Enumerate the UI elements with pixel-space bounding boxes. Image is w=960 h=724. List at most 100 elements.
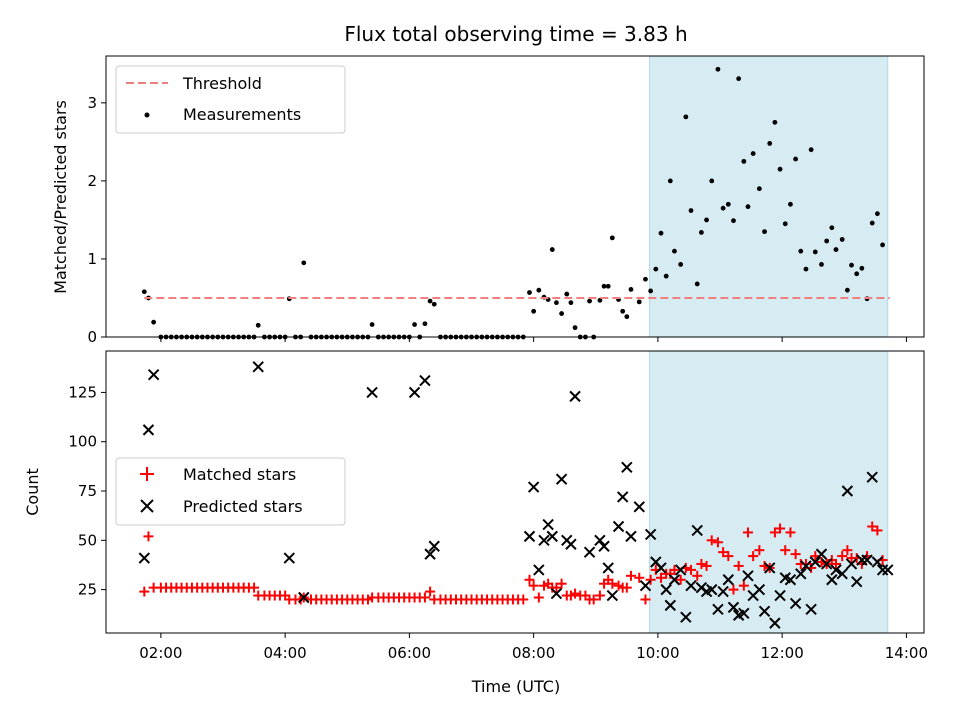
predicted-star-point [419,374,431,387]
predicted-star-point [538,534,550,547]
predicted-star-point [861,554,873,566]
matched-star-point [706,535,717,546]
measurement-point [527,290,532,295]
measurement-point [572,325,578,331]
legend-predicted-label: Predicted stars [183,497,303,516]
predicted-star-point [866,471,878,483]
legend-measurements-label: Measurements [183,105,301,124]
bottom-y-tick-label: 125 [68,383,97,401]
measurement-point [798,248,804,254]
measurement-point [667,178,673,184]
measurement-point [648,288,654,294]
measurement-point [672,248,677,254]
measurement-point [869,220,875,226]
matched-star-point [696,558,707,569]
predicted-star-point [784,574,797,586]
predicted-star-point [758,605,771,618]
legend-measurement-swatch [144,112,150,118]
measurement-point [412,322,417,327]
matched-star-point [769,527,780,538]
matched-star-point [748,551,759,562]
measurement-point [859,265,865,271]
predicted-star-point [841,485,854,497]
matched-star-point [780,545,791,556]
measurement-point [683,114,689,120]
measurement-point [141,289,147,295]
measurement-point [849,262,854,268]
measurement-point [750,151,756,156]
x-tick-label: 06:00 [388,644,431,662]
measurement-point [605,283,611,289]
predicted-star-point [283,552,295,564]
predicted-star-point [876,564,889,576]
predicted-star-point [527,481,540,493]
predicted-star-point [147,368,160,381]
measurement-point [678,262,684,267]
bottom-plot-frame [105,350,925,634]
predicted-star-point [542,518,554,531]
measurement-point [772,119,778,125]
matched-star-point [742,527,753,538]
measurement-point [628,286,634,292]
measurement-point [767,141,773,146]
bottom-y-tick-label: 25 [78,581,97,599]
matched-star-point [718,547,729,558]
legend-threshold-label: Threshold [182,74,262,93]
measurement-point [369,322,375,327]
bottom-highlight-span [649,350,889,634]
matched-star-point [645,574,656,585]
matched-star-point [621,582,632,593]
bottom-x-axis: 02:00 04:00 06:00 08:00 10:00 12:00 14:00 [139,633,928,662]
top-legend-box [115,65,346,134]
predicted-star-point [138,552,151,564]
matched-star-point [556,578,567,589]
matched-star-point [528,580,539,591]
predicted-star-point [774,589,786,602]
matched-star-point [143,531,154,542]
predicted-star-point [795,568,807,580]
matched-star-point [518,594,529,605]
bottom-y-tick-label: 50 [78,531,97,549]
predicted-star-point [742,570,754,582]
measurement-points [141,66,885,340]
measurement-point [736,76,742,82]
measurement-point [704,217,709,223]
legend-matched-swatch [140,467,154,481]
bottom-legend-box [115,457,346,526]
matched-star-point [692,570,703,581]
measurement-point [587,298,592,304]
measurement-point [741,158,747,164]
top-y-tick-label: 3 [87,94,97,112]
measurement-point [745,204,751,210]
matched-star-point [634,572,645,583]
predicted-star-point [583,546,596,558]
matched-star-point [842,545,853,556]
predicted-star-point [616,491,629,503]
matched-star-point [655,572,666,583]
predicted-star-point [712,603,724,616]
bottom-legend: Matched stars Predicted stars [115,457,346,526]
predicted-star-point [882,564,894,576]
measurement-point [819,262,824,267]
predicted-star-point [717,585,729,598]
bottom-y-tick-label: 100 [68,433,97,451]
measurement-point [643,276,648,282]
predicted-star-point [845,558,858,570]
predicted-star-point [606,589,619,602]
matched-star-point [625,570,636,581]
measurement-point [658,230,664,236]
matched-star-point [733,560,744,571]
predicted-star-point [555,473,568,485]
measurement-point [812,249,818,255]
x-tick-label: 12:00 [761,644,804,662]
predicted-star-point [826,574,838,586]
matched-star-point [738,580,749,591]
predicted-star-point [789,597,802,610]
measurement-point [568,300,574,306]
measurement-point [880,242,885,248]
matched-star-point [790,549,801,560]
matched-star-point [570,588,581,599]
predicted-star-point [706,583,718,596]
predicted-star-point [836,568,848,580]
predicted-star-point [685,579,697,592]
